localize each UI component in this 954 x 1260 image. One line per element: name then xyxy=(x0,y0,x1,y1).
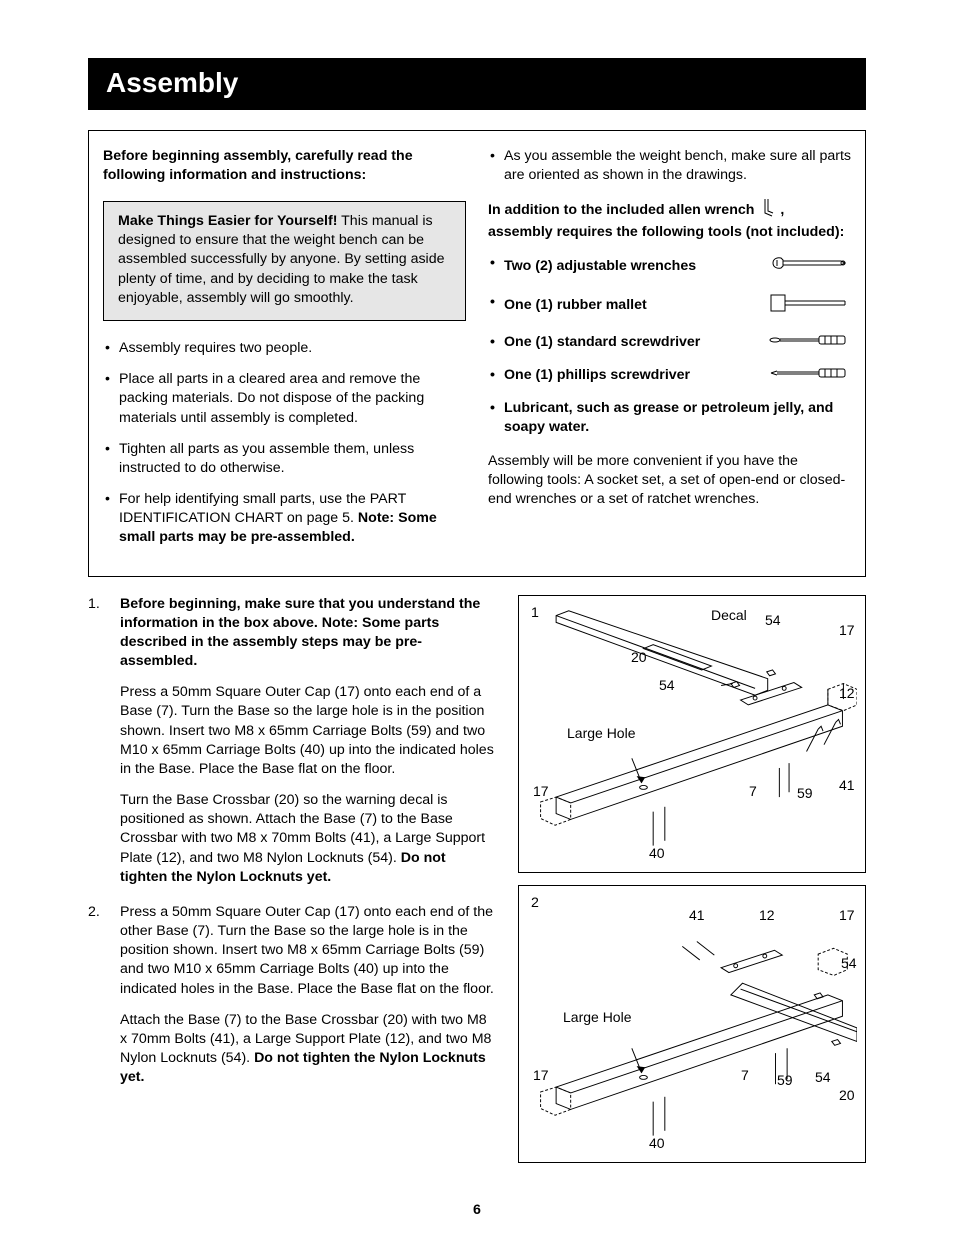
tools-list: Two (2) adjustable wrenches One (1) rubb… xyxy=(488,254,851,437)
steps-text-column: Before beginning, make sure that you und… xyxy=(88,595,496,1175)
tool-item: One (1) standard screwdriver xyxy=(504,333,851,352)
tools-intro: In addition to the included allen wrench… xyxy=(488,197,851,242)
fig-label: 54 xyxy=(815,1068,831,1087)
allen-wrench-icon xyxy=(760,197,774,223)
intro-box: Before beginning assembly, carefully rea… xyxy=(88,130,866,577)
step-1: Before beginning, make sure that you und… xyxy=(88,595,496,887)
fig-label: 17 xyxy=(839,906,855,925)
rubber-mallet-icon xyxy=(769,293,847,319)
fig-label: 59 xyxy=(777,1071,793,1090)
tool-item: One (1) rubber mallet xyxy=(504,293,851,319)
figure-1: 1 xyxy=(518,595,866,873)
fig-label: 12 xyxy=(759,906,775,925)
steps-row: Before beginning, make sure that you und… xyxy=(88,595,866,1175)
step2-p2: Attach the Base (7) to the Base Crossbar… xyxy=(120,1011,496,1088)
page: Assembly Before beginning assembly, care… xyxy=(0,0,954,1260)
tool-item: Lubricant, such as grease or petroleum j… xyxy=(504,399,851,437)
fig-label: 54 xyxy=(659,676,675,695)
intro-left-bullets: Assembly requires two people. Place all … xyxy=(103,339,466,548)
fig-label: 54 xyxy=(765,611,781,630)
callout-title: Make Things Easier for Yourself! xyxy=(118,213,337,229)
tool-label: Two (2) adjustable wrenches xyxy=(504,257,696,276)
fig-label: 20 xyxy=(839,1086,855,1105)
fig-label: 40 xyxy=(649,1134,665,1153)
tool-item: Two (2) adjustable wrenches xyxy=(504,254,851,278)
step-2: Press a 50mm Square Outer Cap (17) onto … xyxy=(88,903,496,1088)
tool-item: One (1) phillips screwdriver xyxy=(504,366,851,385)
list-item: Assembly requires two people. xyxy=(119,339,466,358)
tools-tail-text: Assembly will be more convenient if you … xyxy=(488,452,851,510)
step1-p1: Before beginning, make sure that you und… xyxy=(120,595,496,672)
figure-number: 1 xyxy=(531,604,539,623)
section-title-bar: Assembly xyxy=(88,58,866,110)
fig-label: Large Hole xyxy=(563,1008,632,1027)
tool-label: One (1) phillips screwdriver xyxy=(504,366,690,385)
tool-label: Lubricant, such as grease or petroleum j… xyxy=(504,399,847,437)
phillips-screwdriver-icon xyxy=(769,366,847,385)
fig-label: 12 xyxy=(839,684,855,703)
fig-label: Large Hole xyxy=(567,724,636,743)
list-item: As you assemble the weight bench, make s… xyxy=(504,147,851,185)
intro-right-top-bullet: As you assemble the weight bench, make s… xyxy=(488,147,851,185)
fig-label: 40 xyxy=(649,844,665,863)
tool-label: One (1) rubber mallet xyxy=(504,296,647,315)
step1-p3: Turn the Base Crossbar (20) so the warni… xyxy=(120,791,496,887)
figures-column: 1 xyxy=(518,595,866,1175)
fig-label: 54 xyxy=(841,954,857,973)
list-item: Place all parts in a cleared area and re… xyxy=(119,370,466,428)
standard-screwdriver-icon xyxy=(769,333,847,352)
step2-p1: Press a 50mm Square Outer Cap (17) onto … xyxy=(120,903,496,999)
fig-label: 17 xyxy=(533,782,549,801)
figure-2: 2 xyxy=(518,885,866,1163)
fig-label: 7 xyxy=(741,1066,749,1085)
intro-lead: Before beginning assembly, carefully rea… xyxy=(103,147,466,185)
list-item: For help identifying small parts, use th… xyxy=(119,490,466,548)
list-item: Tighten all parts as you assemble them, … xyxy=(119,440,466,478)
assembly-steps: Before beginning, make sure that you und… xyxy=(88,595,496,1088)
fig-label: Decal xyxy=(711,606,747,625)
fig-label: 17 xyxy=(839,621,855,640)
intro-right-column: As you assemble the weight bench, make s… xyxy=(488,147,851,560)
fig-label: 41 xyxy=(839,776,855,795)
callout-box: Make Things Easier for Yourself! This ma… xyxy=(103,201,466,321)
fig-label: 59 xyxy=(797,784,813,803)
tool-label: One (1) standard screwdriver xyxy=(504,333,700,352)
fig-label: 17 xyxy=(533,1066,549,1085)
intro-left-column: Before beginning assembly, carefully rea… xyxy=(103,147,466,560)
adjustable-wrench-icon xyxy=(769,254,847,278)
fig-label: 20 xyxy=(631,648,647,667)
figure-number: 2 xyxy=(531,894,539,913)
fig-label: 7 xyxy=(749,782,757,801)
section-title: Assembly xyxy=(106,67,238,98)
page-number: 6 xyxy=(88,1201,866,1220)
step1-p2: Press a 50mm Square Outer Cap (17) onto … xyxy=(120,683,496,779)
fig-label: 41 xyxy=(689,906,705,925)
